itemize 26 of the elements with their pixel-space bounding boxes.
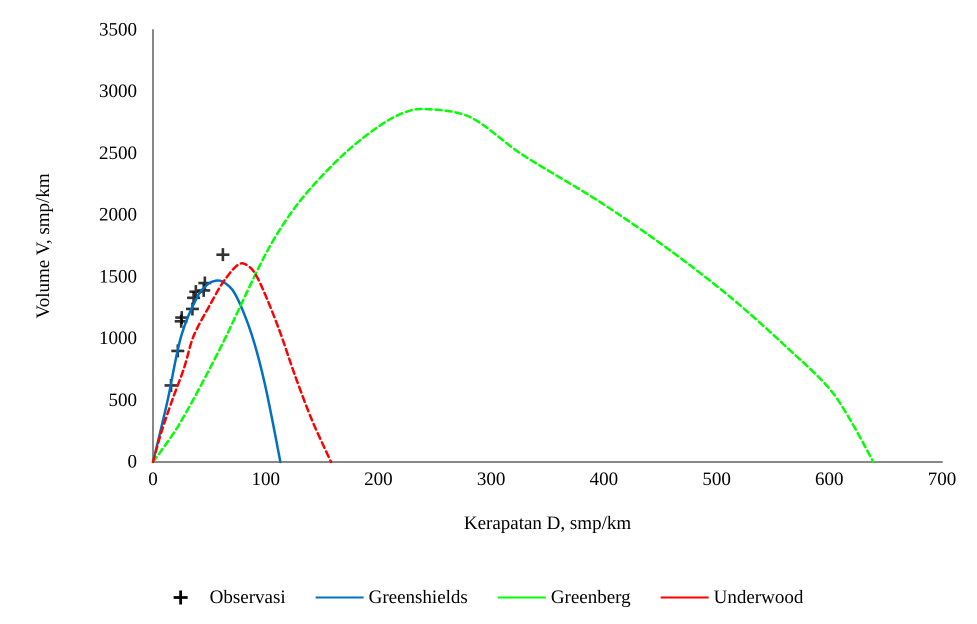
point [175, 311, 188, 324]
x-tick-label: 700 [928, 469, 956, 490]
legend-label: Underwood [714, 587, 804, 608]
y-tick-label: 2000 [99, 204, 137, 226]
point [216, 248, 230, 262]
x-tick-label: 200 [364, 469, 393, 490]
x-tick-label: 0 [148, 469, 158, 490]
x-tick-label: 600 [815, 469, 844, 490]
y-tick-label: 500 [108, 390, 137, 411]
y-axis-title: Volume V, smp/km [33, 173, 54, 319]
legend-label: Greenberg [550, 587, 632, 608]
x-tick-label: 100 [251, 469, 280, 490]
legend-label: Observasi [210, 587, 286, 608]
y-tick-label: 2500 [99, 142, 137, 164]
legend-label: Greenshields [368, 587, 468, 608]
y-tick-label: 1000 [99, 328, 137, 350]
x-tick-label: 500 [702, 469, 731, 490]
line-series [152, 108, 874, 464]
y-tick-label: 3000 [99, 81, 137, 102]
y-tick-label: 3500 [99, 20, 137, 40]
x-tick-label: 400 [590, 469, 618, 490]
x-axis-title: Kerapatan D, smp/km [464, 513, 632, 534]
x-tick-label: 300 [476, 469, 506, 490]
y-tick-label: 1500 [99, 266, 137, 288]
line-series [152, 262, 332, 464]
y-tick-label: 0 [128, 452, 137, 472]
